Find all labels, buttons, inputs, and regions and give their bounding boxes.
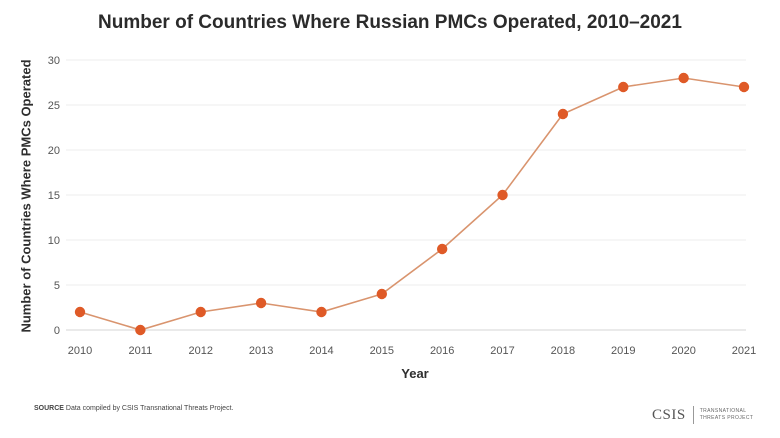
y-tick-30: 30 [48, 55, 60, 67]
x-axis-label: Year [401, 366, 429, 381]
x-tick-2016: 2016 [430, 345, 454, 357]
x-tick-labels: 2010 2011 2012 2013 2014 2015 2016 2017 2018 2019… [68, 345, 756, 357]
source-text: Data compiled by CSIS Transnational Thre… [65, 405, 234, 412]
x-tick-2013: 2013 [249, 345, 273, 357]
data-point-2011 [135, 324, 146, 336]
logo-subtitle: TRANSNATIONAL THREATS PROJECT [700, 408, 754, 422]
x-tick-2019: 2019 [611, 345, 635, 357]
logo-subtitle-line2: THREATS PROJECT [699, 415, 754, 421]
data-point-2019 [618, 81, 629, 93]
data-point-2012 [195, 306, 206, 318]
x-tick-2010: 2010 [68, 345, 92, 357]
y-tick-0: 0 [54, 325, 60, 337]
data-point-2014 [316, 306, 327, 318]
data-point-2013 [255, 297, 267, 309]
data-point-2017 [497, 189, 508, 201]
y-tick-25: 25 [48, 100, 60, 112]
data-point-2021 [738, 81, 750, 93]
y-tick-15: 15 [48, 190, 60, 202]
csis-logo: CSIS TRANSNATIONAL THREATS PROJECT [652, 404, 753, 426]
source-note: SOURCE Data compiled by CSIS Transnation… [34, 405, 233, 412]
x-tick-2020: 2020 [671, 345, 695, 357]
x-tick-2012: 2012 [188, 345, 212, 357]
x-tick-2021: 2021 [732, 345, 756, 357]
logo-mark: CSIS [652, 406, 686, 423]
x-tick-2011: 2011 [129, 345, 153, 357]
y-tick-10: 10 [48, 235, 60, 247]
data-point-2016 [436, 243, 448, 255]
data-point-2020 [678, 72, 689, 84]
source-label: SOURCE [34, 405, 64, 412]
y-tick-labels: 0 5 10 15 20 25 30 [48, 55, 60, 337]
series-line [79, 77, 745, 331]
data-point-2010 [74, 306, 86, 318]
gridlines [66, 59, 746, 331]
series-points [74, 72, 750, 336]
data-point-2015 [376, 288, 388, 300]
x-tick-2018: 2018 [551, 345, 575, 357]
y-tick-5: 5 [54, 280, 60, 292]
data-point-2018 [557, 108, 569, 120]
x-tick-2015: 2015 [370, 345, 394, 357]
x-tick-2017: 2017 [490, 345, 514, 357]
logo-subtitle-line1: TRANSNATIONAL [699, 408, 747, 414]
x-tick-2014: 2014 [309, 345, 333, 357]
y-tick-20: 20 [48, 145, 60, 157]
series-polyline [79, 77, 745, 331]
logo-divider [692, 406, 694, 424]
chart-title: Number of Countries Where Russian PMCs O… [98, 12, 682, 33]
